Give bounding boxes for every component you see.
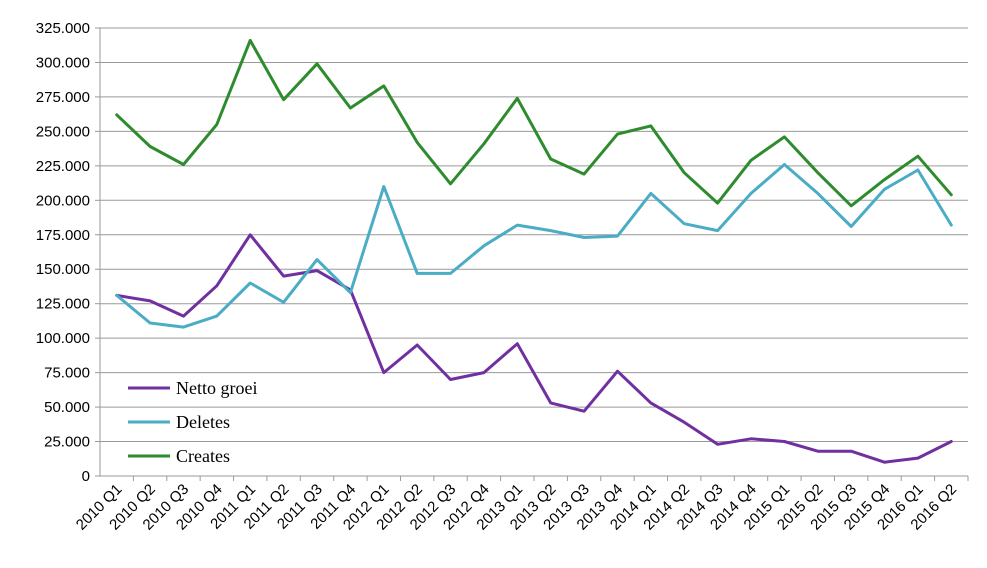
- y-tick-label: 175.000: [36, 227, 90, 244]
- series-line-creates: [115, 38, 953, 208]
- y-axis-ticks: 0 25.000 50.000 75.000 100.000 125.000 150.000…: [36, 20, 90, 485]
- y-tick-label: 50.000: [44, 399, 90, 416]
- gridlines: [95, 27, 969, 481]
- y-tick-label: 275.000: [36, 89, 90, 106]
- legend: Netto groei Deletes Creates: [128, 378, 257, 466]
- y-tick-label: 125.000: [36, 296, 90, 313]
- legend-label-netto-groei: Netto groei: [176, 378, 257, 398]
- legend-label-creates: Creates: [176, 446, 230, 466]
- y-tick-label: 25.000: [44, 434, 90, 451]
- y-tick-label: 225.000: [36, 158, 90, 175]
- y-tick-label: 300.000: [36, 54, 90, 71]
- series-line-deletes: [115, 163, 953, 329]
- series-lines: [115, 38, 953, 464]
- y-tick-label: 325.000: [36, 20, 90, 37]
- y-tick-label: 200.000: [36, 192, 90, 209]
- legend-label-deletes: Deletes: [176, 412, 230, 432]
- y-tick-label: 100.000: [36, 330, 90, 347]
- y-tick-label: 75.000: [44, 365, 90, 382]
- series-line-netto-groei: [115, 233, 953, 464]
- y-tick-label: 150.000: [36, 261, 90, 278]
- y-tick-label: 250.000: [36, 123, 90, 140]
- y-tick-label: 0: [82, 468, 90, 485]
